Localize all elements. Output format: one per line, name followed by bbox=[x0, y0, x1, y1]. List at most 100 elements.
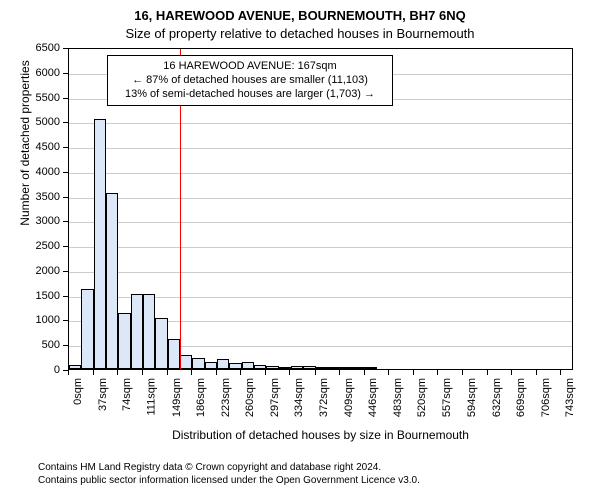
x-tick-mark bbox=[560, 370, 561, 375]
x-tick-mark bbox=[388, 370, 389, 375]
y-tick-label: 5000 bbox=[36, 116, 60, 128]
y-tick-mark bbox=[63, 98, 68, 99]
y-tick-mark bbox=[63, 296, 68, 297]
y-tick-label: 4000 bbox=[36, 166, 60, 178]
x-tick-mark bbox=[462, 370, 463, 375]
annotation-line-2: ← 87% of detached houses are smaller (11… bbox=[116, 74, 384, 88]
histogram-bar bbox=[180, 355, 192, 369]
y-gridline bbox=[69, 247, 572, 248]
histogram-bar bbox=[242, 362, 254, 369]
histogram-bar bbox=[254, 365, 266, 369]
x-tick-label: 446sqm bbox=[368, 378, 380, 417]
histogram-bar bbox=[143, 294, 155, 369]
y-tick-label: 500 bbox=[42, 339, 60, 351]
x-tick-mark bbox=[142, 370, 143, 375]
y-tick-mark bbox=[63, 246, 68, 247]
histogram-bar bbox=[279, 367, 291, 369]
y-gridline bbox=[69, 222, 572, 223]
histogram-bar bbox=[365, 367, 377, 369]
histogram-bar bbox=[168, 339, 180, 369]
x-tick-mark bbox=[437, 370, 438, 375]
x-tick-label: 37sqm bbox=[97, 378, 109, 411]
x-tick-label: 334sqm bbox=[293, 378, 305, 417]
y-tick-label: 6500 bbox=[36, 42, 60, 54]
y-gridline bbox=[69, 173, 572, 174]
y-tick-mark bbox=[63, 320, 68, 321]
y-tick-label: 0 bbox=[54, 364, 60, 376]
x-tick-label: 260sqm bbox=[244, 378, 256, 417]
x-tick-mark bbox=[487, 370, 488, 375]
y-tick-mark bbox=[63, 197, 68, 198]
histogram-bar bbox=[106, 193, 118, 369]
chart-subtitle: Size of property relative to detached ho… bbox=[0, 26, 600, 41]
histogram-bar bbox=[205, 362, 217, 369]
histogram-bar bbox=[229, 363, 241, 369]
y-tick-label: 1000 bbox=[36, 314, 60, 326]
x-tick-label: 186sqm bbox=[195, 378, 207, 417]
y-tick-mark bbox=[63, 345, 68, 346]
y-tick-label: 2000 bbox=[36, 265, 60, 277]
y-tick-label: 1500 bbox=[36, 290, 60, 302]
x-tick-label: 223sqm bbox=[220, 378, 232, 417]
x-tick-label: 520sqm bbox=[417, 378, 429, 417]
histogram-bar bbox=[217, 359, 229, 369]
x-tick-label: 743sqm bbox=[564, 378, 576, 417]
x-tick-label: 483sqm bbox=[392, 378, 404, 417]
histogram-bar bbox=[155, 318, 167, 369]
x-tick-label: 111sqm bbox=[146, 378, 158, 416]
y-tick-mark bbox=[63, 221, 68, 222]
histogram-bar bbox=[328, 367, 340, 369]
x-tick-label: 149sqm bbox=[171, 378, 183, 417]
footer-attribution: Contains HM Land Registry data © Crown c… bbox=[38, 462, 420, 487]
y-tick-mark bbox=[63, 147, 68, 148]
x-tick-label: 0sqm bbox=[72, 378, 84, 405]
y-tick-label: 5500 bbox=[36, 92, 60, 104]
histogram-bar bbox=[81, 289, 93, 369]
x-tick-label: 74sqm bbox=[121, 378, 133, 411]
footer-line1: Contains HM Land Registry data © Crown c… bbox=[38, 462, 420, 475]
x-tick-mark bbox=[289, 370, 290, 375]
y-gridline bbox=[69, 148, 572, 149]
annotation-line-1: 16 HAREWOOD AVENUE: 167sqm bbox=[116, 60, 384, 74]
histogram-bar bbox=[192, 358, 204, 369]
x-tick-mark bbox=[364, 370, 365, 375]
y-tick-label: 3000 bbox=[36, 215, 60, 227]
chart-title-line1: 16, HAREWOOD AVENUE, BOURNEMOUTH, BH7 6N… bbox=[0, 8, 600, 23]
histogram-bar bbox=[303, 366, 315, 369]
plot-area: 16 HAREWOOD AVENUE: 167sqm← 87% of detac… bbox=[68, 48, 573, 370]
x-tick-mark bbox=[511, 370, 512, 375]
histogram-bar bbox=[353, 367, 365, 369]
x-tick-mark bbox=[191, 370, 192, 375]
histogram-bar bbox=[340, 367, 352, 369]
y-tick-mark bbox=[63, 271, 68, 272]
y-tick-label: 4500 bbox=[36, 141, 60, 153]
histogram-bar bbox=[69, 365, 81, 369]
x-tick-mark bbox=[117, 370, 118, 375]
histogram-bar bbox=[316, 367, 328, 369]
y-gridline bbox=[69, 198, 572, 199]
x-tick-mark bbox=[413, 370, 414, 375]
histogram-bar bbox=[94, 119, 106, 369]
x-tick-label: 706sqm bbox=[540, 378, 552, 417]
chart-container: 16, HAREWOOD AVENUE, BOURNEMOUTH, BH7 6N… bbox=[0, 0, 600, 500]
histogram-bar bbox=[131, 294, 143, 369]
y-gridline bbox=[69, 123, 572, 124]
x-tick-label: 669sqm bbox=[515, 378, 527, 417]
y-axis-label: Number of detached properties bbox=[18, 0, 32, 304]
x-tick-label: 372sqm bbox=[319, 378, 331, 417]
x-tick-label: 594sqm bbox=[466, 378, 478, 417]
x-tick-mark bbox=[265, 370, 266, 375]
x-tick-mark bbox=[536, 370, 537, 375]
x-tick-mark bbox=[315, 370, 316, 375]
histogram-bar bbox=[291, 366, 303, 369]
x-tick-mark bbox=[167, 370, 168, 375]
x-tick-label: 409sqm bbox=[343, 378, 355, 417]
x-tick-mark bbox=[240, 370, 241, 375]
y-tick-label: 2500 bbox=[36, 240, 60, 252]
y-tick-label: 3500 bbox=[36, 191, 60, 203]
x-tick-mark bbox=[68, 370, 69, 375]
x-tick-label: 632sqm bbox=[491, 378, 503, 417]
y-tick-label: 6000 bbox=[36, 67, 60, 79]
y-tick-mark bbox=[63, 48, 68, 49]
y-tick-mark bbox=[63, 172, 68, 173]
